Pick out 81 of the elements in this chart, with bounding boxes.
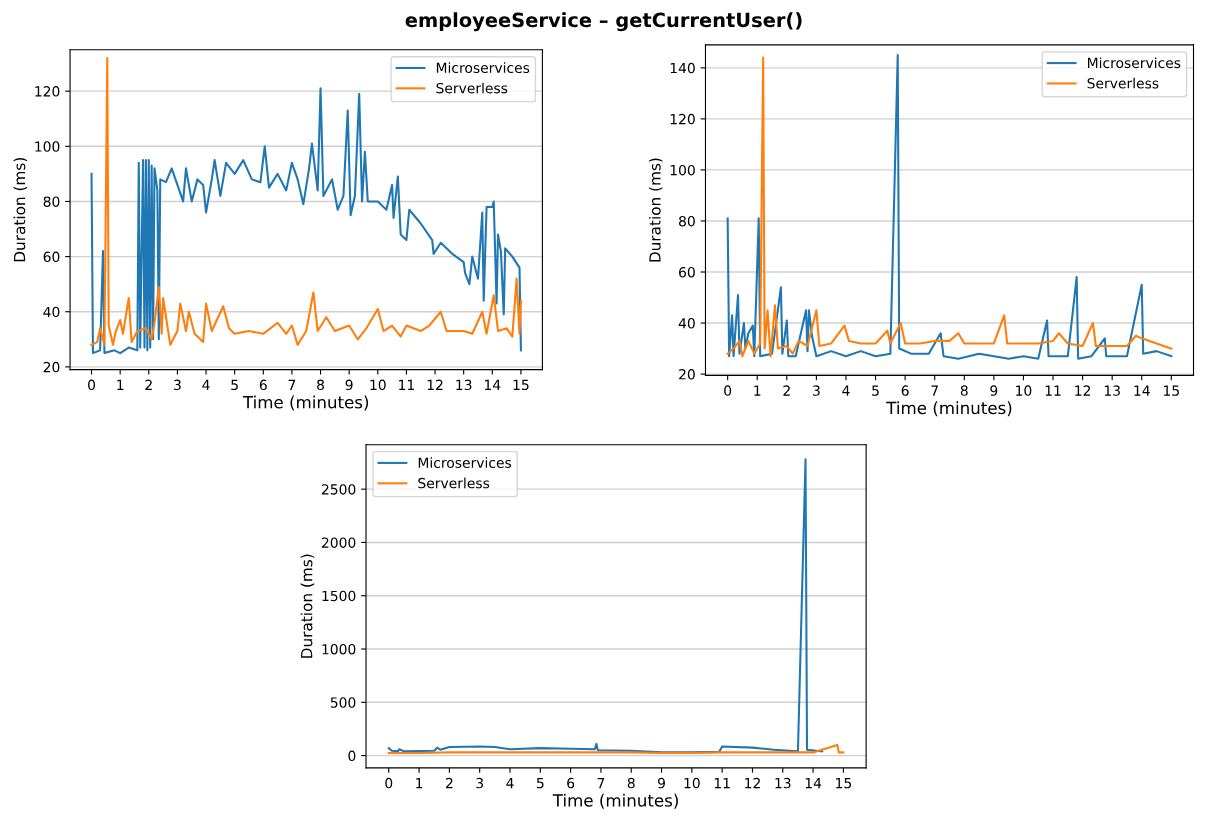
- x-tick-label: 9: [990, 385, 998, 396]
- y-tick-label: 20: [43, 361, 60, 373]
- legend-label: Serverless: [436, 82, 508, 94]
- x-tick-label: 14: [484, 379, 501, 390]
- x-tick-label: 0: [88, 379, 96, 391]
- x-tick-label: 7: [597, 778, 605, 789]
- text: employeeService – getCurrentUser(): [405, 12, 802, 32]
- x-tick-label: 0: [385, 777, 393, 789]
- y-tick-label: 2500: [321, 484, 356, 495]
- x-tick-label: 11: [1045, 385, 1061, 396]
- y-tick-label: 120: [670, 113, 695, 125]
- legend-label: Serverless: [1087, 77, 1159, 89]
- x-tick-label: 0: [724, 385, 732, 396]
- x-tick-label: 10: [1016, 385, 1032, 396]
- x-tick-label: 13: [775, 777, 791, 789]
- x-tick-label: 8: [627, 777, 635, 789]
- legend-label: Serverless: [418, 477, 490, 489]
- line-series: [387, 458, 824, 754]
- x-tick-label: 7: [931, 385, 938, 396]
- y-axis-title: Duration (ms): [300, 554, 315, 658]
- y-tick-label: 120: [35, 86, 60, 97]
- y-tick-label: 0: [348, 750, 356, 762]
- x-tick-label: 2: [145, 379, 152, 390]
- x-tick-label: 8: [317, 379, 325, 391]
- x-tick-label: 15: [513, 379, 529, 391]
- x-tick-label: 6: [259, 379, 267, 391]
- x-tick-label: 14: [805, 778, 822, 789]
- x-tick-label: 1: [117, 379, 124, 390]
- x-tick-label: 10: [370, 379, 386, 391]
- x-tick-label: 6: [901, 385, 909, 396]
- y-tick-label: 1000: [322, 643, 356, 655]
- x-tick-label: 15: [836, 778, 852, 789]
- x-tick-label: 12: [1075, 385, 1091, 396]
- y-tick-label: 80: [43, 196, 60, 207]
- x-tick-label: 4: [842, 385, 850, 396]
- y-axis-title: Duration (ms): [648, 158, 663, 262]
- x-tick-label: 2: [445, 777, 453, 789]
- x-tick-label: 3: [174, 379, 181, 391]
- x-tick-label: 8: [960, 385, 968, 396]
- x-tick-label: 7: [288, 379, 296, 390]
- x-tick-label: 6: [567, 777, 575, 789]
- x-tick-label: 2: [783, 385, 790, 396]
- x-tick-label: 5: [872, 385, 879, 396]
- x-tick-label: 5: [536, 778, 544, 789]
- legend-label: Microservices: [1088, 57, 1181, 69]
- x-tick-label: 13: [1104, 385, 1120, 396]
- x-tick-label: 15: [1164, 385, 1179, 396]
- x-tick-label: 10: [684, 777, 700, 789]
- x-tick-label: 12: [745, 777, 760, 789]
- x-tick-label: 14: [1134, 385, 1150, 396]
- x-axis-title: Time (minutes): [242, 395, 369, 411]
- x-tick-label: 3: [476, 777, 483, 789]
- y-tick-label: 60: [43, 251, 60, 263]
- x-tick-label: 12: [427, 379, 443, 390]
- y-tick-label: 2000: [321, 537, 356, 548]
- legend-label: Microservices: [436, 62, 530, 74]
- x-tick-label: 9: [345, 379, 353, 391]
- y-tick-label: 80: [679, 215, 695, 227]
- y-tick-label: 500: [330, 697, 356, 708]
- y-tick-label: 20: [679, 369, 695, 380]
- y-axis-title: Duration (ms): [13, 158, 28, 262]
- y-tick-label: 140: [670, 62, 695, 74]
- y-tick-label: 40: [43, 306, 60, 318]
- y-tick-label: 60: [679, 266, 695, 278]
- y-tick-label: 40: [678, 318, 695, 329]
- x-tick-label: 5: [231, 379, 238, 391]
- x-tick-label: 11: [399, 379, 414, 390]
- y-tick-label: 1500: [322, 590, 356, 602]
- x-tick-label: 9: [658, 777, 665, 789]
- x-tick-label: 1: [754, 385, 761, 396]
- x-tick-label: 13: [456, 379, 472, 391]
- x-tick-label: 1: [416, 778, 423, 789]
- x-tick-label: 4: [506, 778, 514, 789]
- y-tick-label: 100: [35, 141, 60, 152]
- y-tick-label: 100: [670, 164, 695, 176]
- x-tick-label: 11: [714, 778, 730, 789]
- x-tick-label: 4: [202, 379, 210, 390]
- x-tick-label: 3: [813, 385, 820, 396]
- x-axis-title: Time (minutes): [886, 401, 1012, 417]
- legend-label: Microservices: [418, 457, 512, 468]
- x-axis-title: Time (minutes): [552, 793, 678, 809]
